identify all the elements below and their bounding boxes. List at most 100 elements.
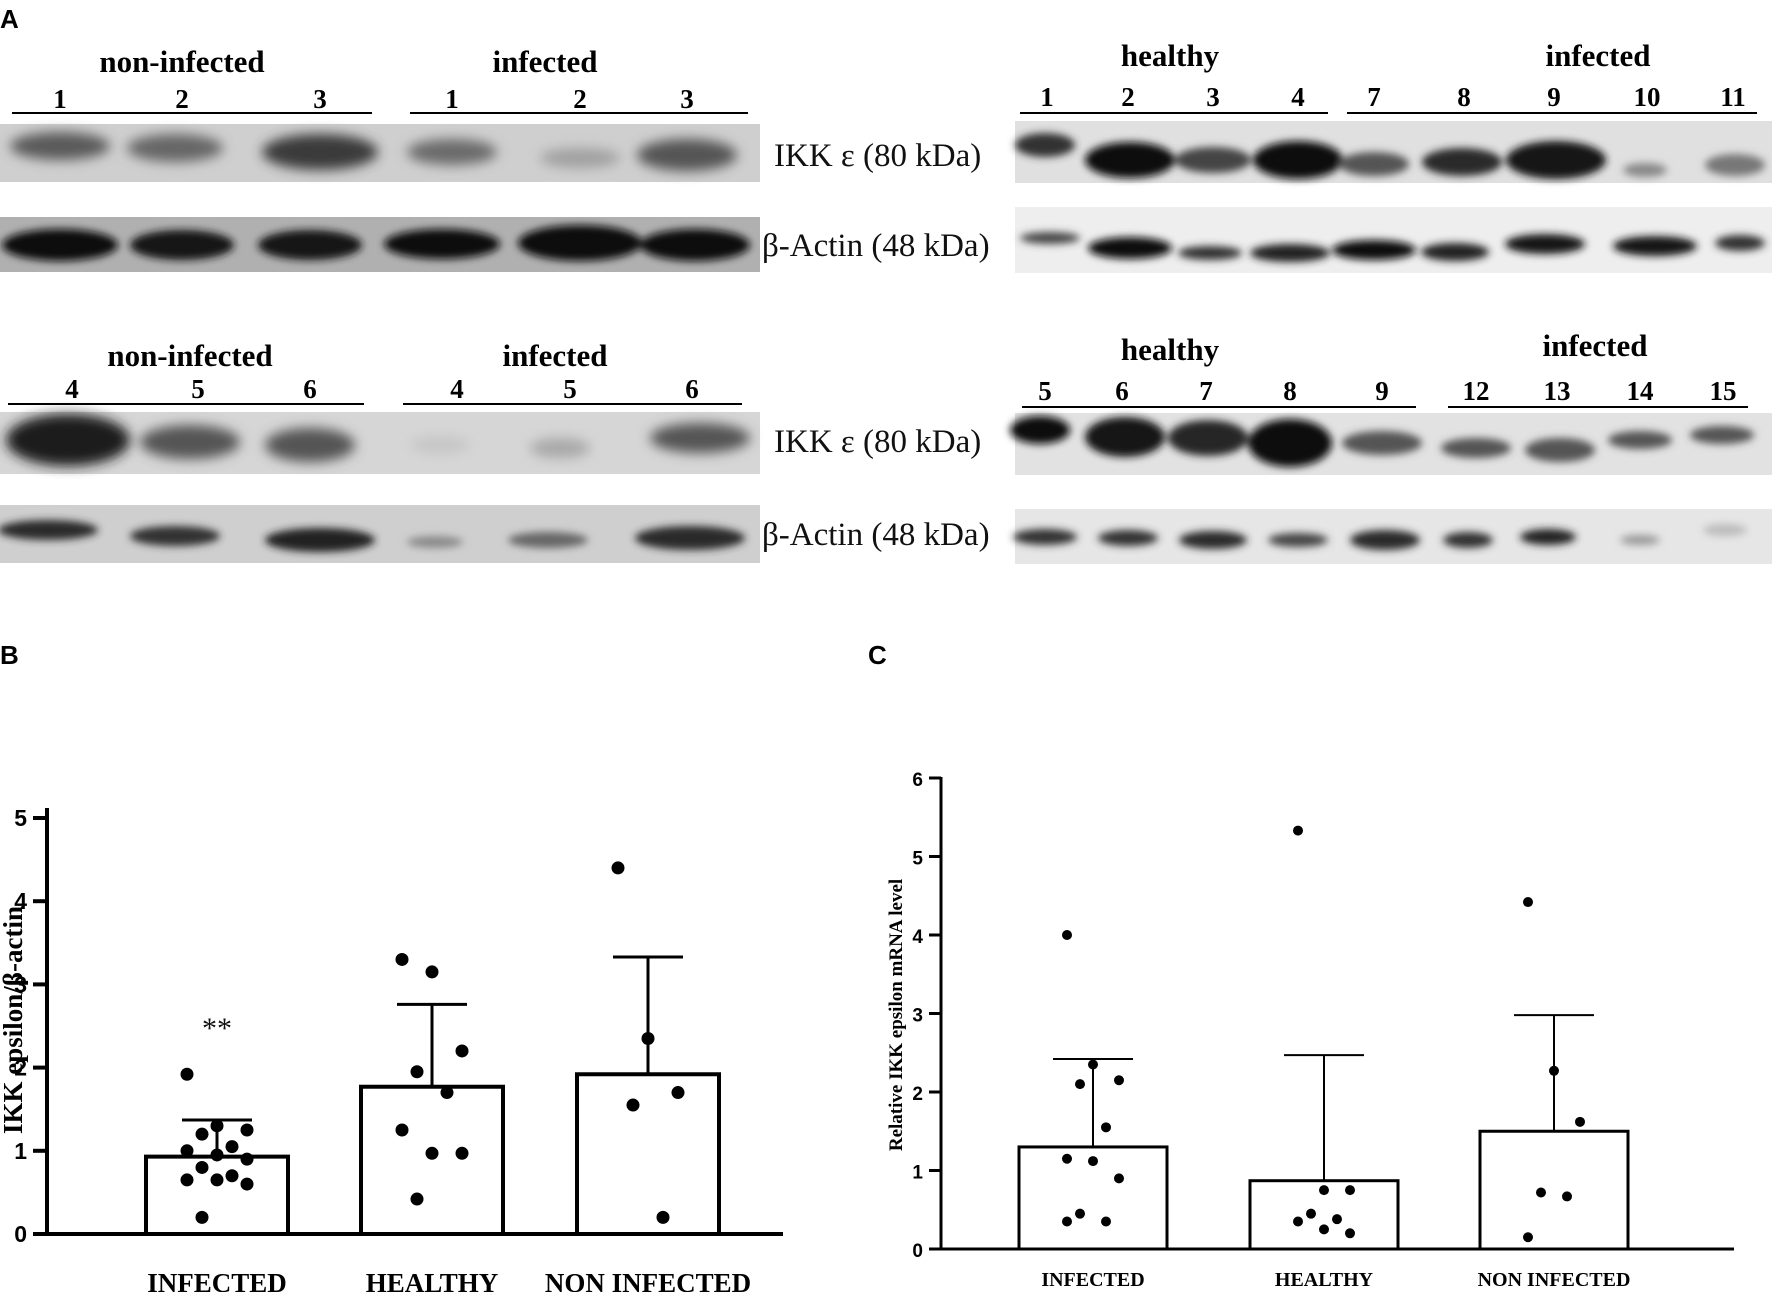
lane-number: 6 (1115, 376, 1129, 406)
group-label-noninfected: non-infected (99, 44, 264, 79)
data-point (180, 1173, 194, 1187)
lane-number: 5 (1038, 376, 1052, 406)
bar (144, 1154, 290, 1237)
data-point (1523, 897, 1533, 908)
group-label-infected: infected (492, 44, 597, 79)
bars (144, 1072, 721, 1237)
data-point (410, 1065, 424, 1079)
actin-blot-strip (0, 505, 760, 563)
lane-number: 11 (1720, 82, 1746, 112)
y-tick-label: 1 (912, 1163, 923, 1184)
y-tick-label: 2 (14, 1055, 27, 1081)
lane-number: 3 (313, 84, 327, 114)
actin-bands (0, 520, 745, 552)
lane-number: 5 (191, 374, 205, 404)
data-point (1062, 1153, 1072, 1164)
lane-number: 8 (1283, 376, 1297, 406)
group-label-infected: infected (502, 338, 607, 373)
data-point (1293, 1216, 1303, 1227)
data-point (455, 1044, 469, 1058)
lane-number: 15 (1710, 376, 1737, 406)
data-point (1062, 1216, 1072, 1227)
y-tick-label: 0 (14, 1221, 27, 1247)
chart-c: Relative IKK epsilon mRNA level 0123456 … (886, 770, 1734, 1291)
data-point (180, 1067, 194, 1081)
y-tick-label: 5 (912, 849, 923, 870)
actin-bands (1020, 232, 1765, 262)
ikk-bands (1015, 133, 1765, 179)
data-point (455, 1146, 469, 1160)
data-point (1345, 1185, 1355, 1196)
blot-bottom-right: healthy infected 5 6 7 8 9 12 13 14 15 (1010, 328, 1772, 564)
data-point (1101, 1216, 1111, 1227)
data-point (611, 861, 625, 875)
data-point (1114, 1173, 1124, 1184)
lane-number: 3 (680, 84, 694, 114)
y-tick-label: 5 (14, 805, 27, 831)
data-point (1575, 1116, 1585, 1127)
y-tick-label: 1 (14, 1138, 27, 1164)
data-point (641, 1031, 655, 1045)
ikk-blot-strip (0, 124, 760, 182)
lane-number: 12 (1463, 376, 1490, 406)
lane-number: 4 (450, 374, 464, 404)
y-ticks: 0 1 2 3 4 5 (14, 805, 47, 1247)
data-point (1088, 1059, 1098, 1070)
lane-number: 4 (1291, 82, 1305, 112)
bar (359, 1084, 505, 1236)
lane-number: 9 (1375, 376, 1389, 406)
data-point (656, 1210, 670, 1224)
panel-label-c: C (868, 640, 887, 670)
data-point (1293, 825, 1303, 836)
data-point (240, 1177, 254, 1191)
x-category-label: INFECTED (1041, 1269, 1144, 1291)
lane-number: 1 (53, 84, 67, 114)
data-point (225, 1140, 239, 1154)
actin-label-bottom: β-Actin (48 kDa) (762, 517, 990, 553)
data-point (210, 1173, 224, 1187)
y-tick-label: 4 (14, 888, 27, 914)
data-point (1319, 1185, 1329, 1196)
lane-number: 3 (1206, 82, 1220, 112)
data-point (225, 1169, 239, 1183)
lane-number: 1 (1040, 82, 1054, 112)
lane-number: 5 (563, 374, 577, 404)
data-point (195, 1127, 209, 1141)
x-category-label: HEALTHY (1275, 1269, 1374, 1291)
y-tick-label: 6 (912, 770, 923, 791)
panel-label-b: B (0, 640, 19, 670)
data-point (240, 1152, 254, 1166)
data-point (1114, 1075, 1124, 1086)
data-point (210, 1119, 224, 1133)
data-point (1345, 1228, 1355, 1239)
data-points (1062, 825, 1585, 1243)
x-category-label: NON INFECTED (1478, 1269, 1631, 1291)
lane-number: 10 (1634, 82, 1661, 112)
y-axis-label: Relative IKK epsilon mRNA level (886, 879, 907, 1151)
y-axis-label: IKK epsilon/β-actin (0, 906, 28, 1134)
bar (1478, 1129, 1630, 1251)
data-point (1562, 1191, 1572, 1202)
actin-bands (2, 225, 750, 261)
ikk-bands (1010, 416, 1754, 467)
actin-bands (1013, 524, 1747, 550)
lane-number: 13 (1544, 376, 1571, 406)
data-point (425, 1146, 439, 1160)
panel-label-a: A (0, 4, 19, 34)
ikk-label-bottom: IKK ε (80 kDa) (774, 424, 981, 460)
data-point (195, 1160, 209, 1174)
x-categories: INFECTED HEALTHY NON INFECTED (147, 1268, 751, 1292)
data-point (1306, 1208, 1316, 1219)
x-category-label: INFECTED (147, 1268, 287, 1292)
data-point (626, 1098, 640, 1112)
group-label-infected: infected (1542, 328, 1647, 363)
data-point (1523, 1232, 1533, 1243)
group-label-noninfected: non-infected (107, 338, 272, 373)
data-point (395, 952, 409, 966)
data-point (410, 1192, 424, 1206)
lane-number: 14 (1627, 376, 1654, 406)
x-category-label: NON INFECTED (545, 1268, 751, 1292)
data-point (180, 1144, 194, 1158)
data-points (180, 861, 685, 1224)
